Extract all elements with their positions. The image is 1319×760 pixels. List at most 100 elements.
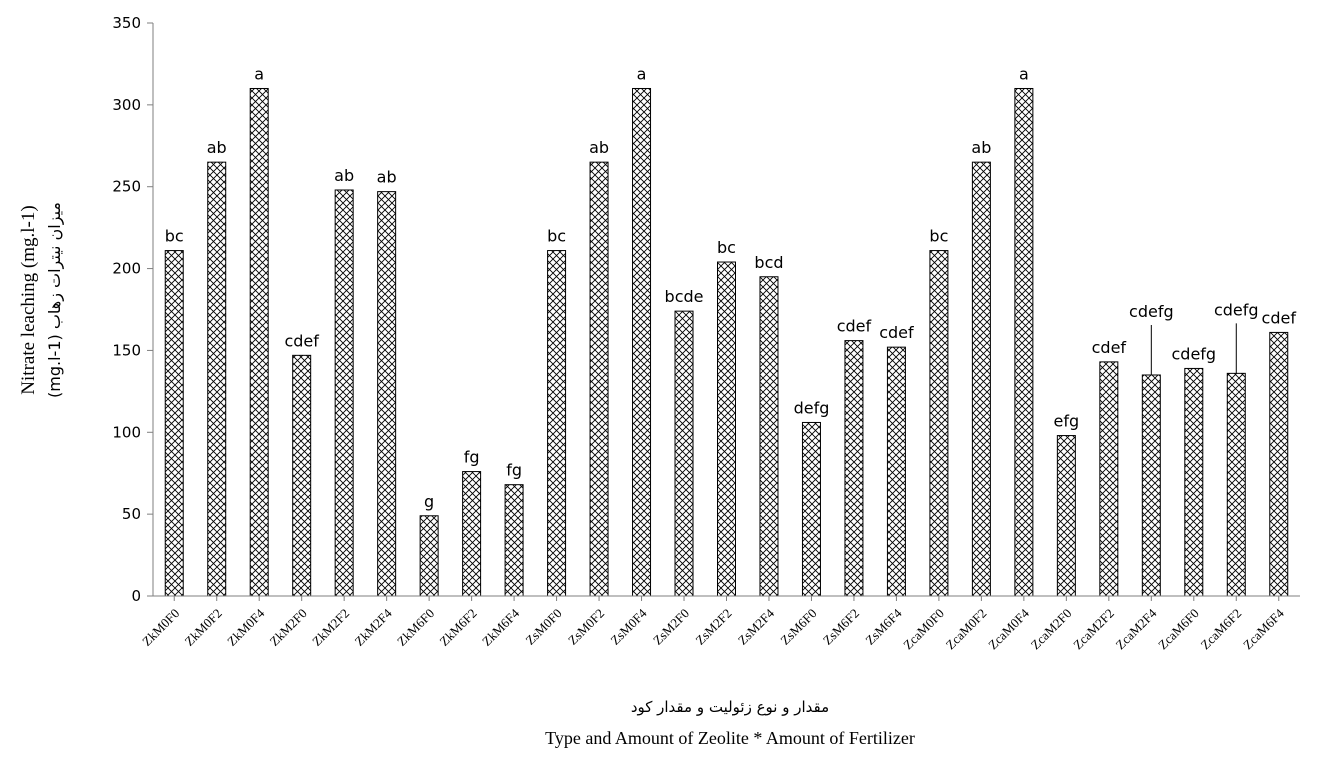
x-axis-title-en: Type and Amount of Zeolite * Amount of F… xyxy=(545,728,915,748)
bar xyxy=(886,346,906,597)
y-axis-title-fa-text: میزان نیترات زهاب (mg.l-1) xyxy=(45,202,65,398)
data-label: bc xyxy=(547,227,566,246)
bar xyxy=(759,276,779,597)
x-tick-label: ZkM0F4 xyxy=(224,605,268,649)
x-tick-label: ZcaM6F0 xyxy=(1155,606,1202,653)
data-label: efg xyxy=(1054,412,1080,431)
data-label: a xyxy=(1019,64,1029,83)
x-axis: ZkM0F0 ZkM0F2 ZkM0F4 ZkM2F0 ZkM2F2 ZkM2F4 ZkM6… xyxy=(139,595,1300,653)
x-tick-label: ZkM0F2 xyxy=(182,606,225,649)
y-tick-label: 50 xyxy=(122,505,141,523)
bar xyxy=(801,421,821,597)
data-label: bc xyxy=(929,227,948,246)
x-tick-label: ZsM6F4 xyxy=(862,605,905,648)
bar xyxy=(674,310,694,597)
data-label: cdefg xyxy=(1171,344,1216,363)
x-tick-label: ZkM6F4 xyxy=(479,605,523,649)
bar xyxy=(292,354,312,597)
bar xyxy=(929,250,949,597)
bar xyxy=(632,87,652,597)
data-label: bcd xyxy=(754,253,783,272)
data-label: cdef xyxy=(1262,308,1297,327)
y-axis: 0 50 100 150 200 250 300 350 xyxy=(112,14,154,605)
data-label: cdef xyxy=(837,317,872,336)
x-tick-label: ZsM6F2 xyxy=(820,606,862,648)
bar xyxy=(1269,331,1289,597)
x-tick-label: ZsM2F2 xyxy=(692,606,734,648)
data-label: ab xyxy=(334,166,354,185)
x-tick-label: ZcaM0F4 xyxy=(985,605,1032,652)
data-label: ab xyxy=(207,138,227,157)
x-tick-label: ZkM0F0 xyxy=(139,606,182,649)
bar xyxy=(1184,367,1204,597)
bar xyxy=(1141,374,1161,597)
data-label: cdef xyxy=(879,323,914,342)
bar xyxy=(589,161,609,597)
data-label: fg xyxy=(464,448,480,467)
data-label: cdefg xyxy=(1129,302,1174,321)
x-axis-title-fa: مقدار و نوع زئولیت و مقدار کود xyxy=(631,698,829,716)
svg-text:Nitrate leaching (mg.l-1): Nitrate leaching (mg.l-1) xyxy=(18,205,39,394)
x-tick-label: ZkM2F0 xyxy=(267,606,310,649)
x-tick-label: ZsM2F0 xyxy=(650,606,692,648)
svg-text:میزان نیترات زهاب (mg.l-1): میزان نیترات زهاب (mg.l-1) xyxy=(45,202,65,398)
bar xyxy=(1056,435,1076,597)
x-tick-label: ZcaM2F4 xyxy=(1113,605,1160,652)
bar xyxy=(207,161,227,597)
data-label: g xyxy=(424,492,434,511)
data-label: fg xyxy=(506,461,522,480)
y-tick-label: 100 xyxy=(112,423,141,441)
x-tick-label: ZcaM2F2 xyxy=(1070,606,1117,653)
x-tick-label: ZsM0F0 xyxy=(522,606,564,648)
data-label: ab xyxy=(589,138,609,157)
data-label: bc xyxy=(717,238,736,257)
x-tick-label: ZkM6F2 xyxy=(436,606,479,649)
bar xyxy=(971,161,991,597)
bar xyxy=(164,250,184,597)
y-axis-title-en-text: Nitrate leaching (mg.l-1) xyxy=(18,205,39,394)
bar xyxy=(462,471,482,597)
x-tick-label: ZsM0F4 xyxy=(607,605,650,648)
x-tick-label: ZsM2F4 xyxy=(735,605,778,648)
data-label: ab xyxy=(971,138,991,157)
x-tick-label: ZcaM6F4 xyxy=(1240,605,1287,652)
y-axis-title-en: Nitrate leaching (mg.l-1) xyxy=(18,205,39,394)
x-tick-label: ZkM2F2 xyxy=(309,606,352,649)
x-tick-label: ZcaM2F0 xyxy=(1028,606,1075,653)
bar xyxy=(547,250,567,597)
y-tick-label: 250 xyxy=(112,178,141,196)
bar xyxy=(504,484,524,597)
bar xyxy=(249,87,269,597)
x-tick-label: ZsM6F0 xyxy=(777,606,819,648)
y-tick-label: 350 xyxy=(112,14,141,32)
x-tick-label: ZsM0F2 xyxy=(565,606,607,648)
x-tick-label: ZcaM0F2 xyxy=(943,606,990,653)
bar xyxy=(419,515,439,597)
y-tick-label: 300 xyxy=(112,96,141,114)
bar xyxy=(717,261,736,597)
bar xyxy=(334,189,354,597)
data-label: defg xyxy=(794,398,830,417)
bar xyxy=(1099,361,1119,597)
data-label: a xyxy=(637,64,647,83)
y-axis-title-fa: میزان نیترات زهاب (mg.l-1) xyxy=(45,202,65,398)
data-label: cdefg xyxy=(1214,300,1259,319)
data-label: bc xyxy=(165,227,184,246)
data-label: cdef xyxy=(1092,338,1127,357)
bar xyxy=(1226,372,1246,597)
bar xyxy=(1014,87,1034,597)
x-tick-label: ZkM2F4 xyxy=(351,605,395,649)
bar xyxy=(377,191,397,597)
data-label: cdef xyxy=(284,331,319,350)
x-tick-label: ZcaM6F2 xyxy=(1198,606,1245,653)
y-tick-label: 0 xyxy=(131,587,141,605)
y-tick-label: 200 xyxy=(112,260,141,278)
bar xyxy=(844,340,864,597)
x-tick-label: ZkM6F0 xyxy=(394,606,437,649)
x-tick-label: ZcaM0F0 xyxy=(900,606,947,653)
data-label: ab xyxy=(377,168,397,187)
data-label: a xyxy=(254,64,264,83)
